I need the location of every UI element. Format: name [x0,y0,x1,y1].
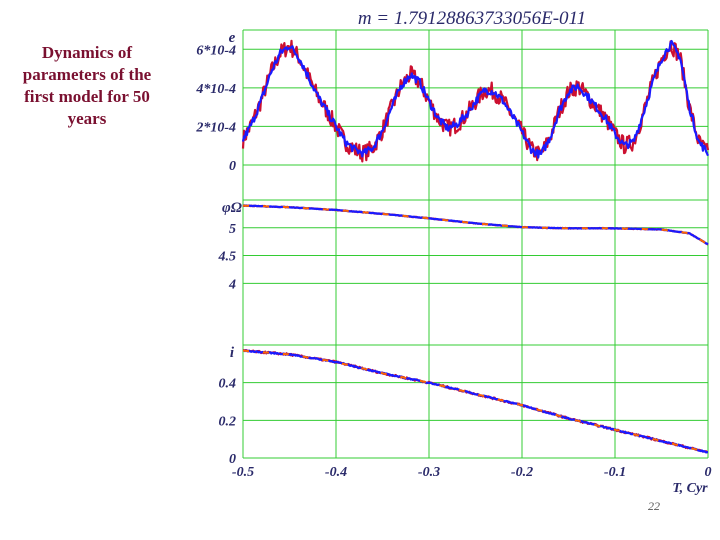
caption-line: years [67,109,107,128]
y-tick-label: 4*10-4 [195,82,236,97]
x-tick-label: -0.3 [418,465,440,480]
y-tick-label: 4.5 [218,250,237,265]
y-tick-label: 2*10-4 [195,120,236,135]
series-line [242,204,709,246]
caption-line: Dynamics of [41,43,133,62]
x-tick-label: 0 [705,465,712,480]
series-line [242,349,709,454]
series-line [243,204,709,246]
x-tick-label: -0.5 [232,465,254,480]
series-line [242,349,709,454]
chart-series [241,39,710,454]
x-axis-label: T, Cyr [672,481,708,496]
slide-caption: Dynamics of parameters of the first mode… [8,42,166,130]
y-axis-label: e [229,30,236,46]
x-tick-label: -0.1 [604,465,626,480]
chart-labels: -0.5 -0.4 -0.3 -0.2 -0.1 0T, Cyr02*10-44*10-4… [195,30,711,496]
chart-grid [242,29,709,459]
chart-title: m = 1.79128863733056E-011 [358,8,586,29]
y-tick-label: 0 [229,452,236,467]
y-tick-label: 0.2 [219,414,237,429]
series-line [241,40,710,159]
y-tick-label: 6*10-4 [196,43,236,58]
caption-line: first model for 50 [24,87,150,106]
x-tick-label: -0.2 [511,465,533,480]
page-number: 22 [648,499,660,513]
y-axis-label: φΩ [222,200,242,216]
y-tick-label: 5 [229,222,236,237]
y-tick-label: 0 [229,159,236,174]
y-tick-label: 0.4 [219,377,237,392]
series-line [242,349,709,454]
x-tick-label: -0.4 [325,465,347,480]
caption-line: parameters of the [22,65,152,84]
y-tick-label: 4 [228,277,236,292]
series-line [242,204,709,246]
y-axis-label: i [230,345,235,361]
